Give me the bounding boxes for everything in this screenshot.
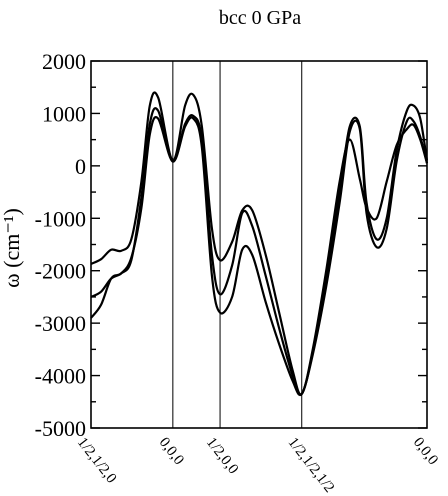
- x-tick-label: 1/2,1/2,1/2: [285, 435, 338, 496]
- dispersion-branch-2: [90, 103, 429, 396]
- dispersion-branch-1: [90, 91, 429, 396]
- y-tick-label: -3000: [35, 311, 86, 336]
- chart-title: bcc 0 GPa: [219, 7, 301, 29]
- y-tick-label: -4000: [35, 364, 86, 389]
- x-tick-label: 1/2,1/2,0: [74, 435, 119, 487]
- x-tick-label: 0,0,0: [410, 435, 441, 468]
- y-tick-label: 2000: [42, 49, 86, 74]
- y-tick-label: -5000: [35, 416, 86, 441]
- y-tick-label: -1000: [35, 206, 86, 231]
- y-tick-label: 0: [75, 154, 86, 179]
- y-tick-label: -2000: [35, 259, 86, 284]
- plot-frame: [90, 60, 428, 429]
- dispersion-branch-3: [90, 116, 429, 397]
- x-tick-label: 1/2,0,0: [203, 435, 241, 478]
- y-axis-label: ω (cm⁻¹): [0, 208, 24, 288]
- x-tick-label: 0,0,0: [156, 435, 187, 468]
- y-tick-label: 1000: [42, 101, 86, 126]
